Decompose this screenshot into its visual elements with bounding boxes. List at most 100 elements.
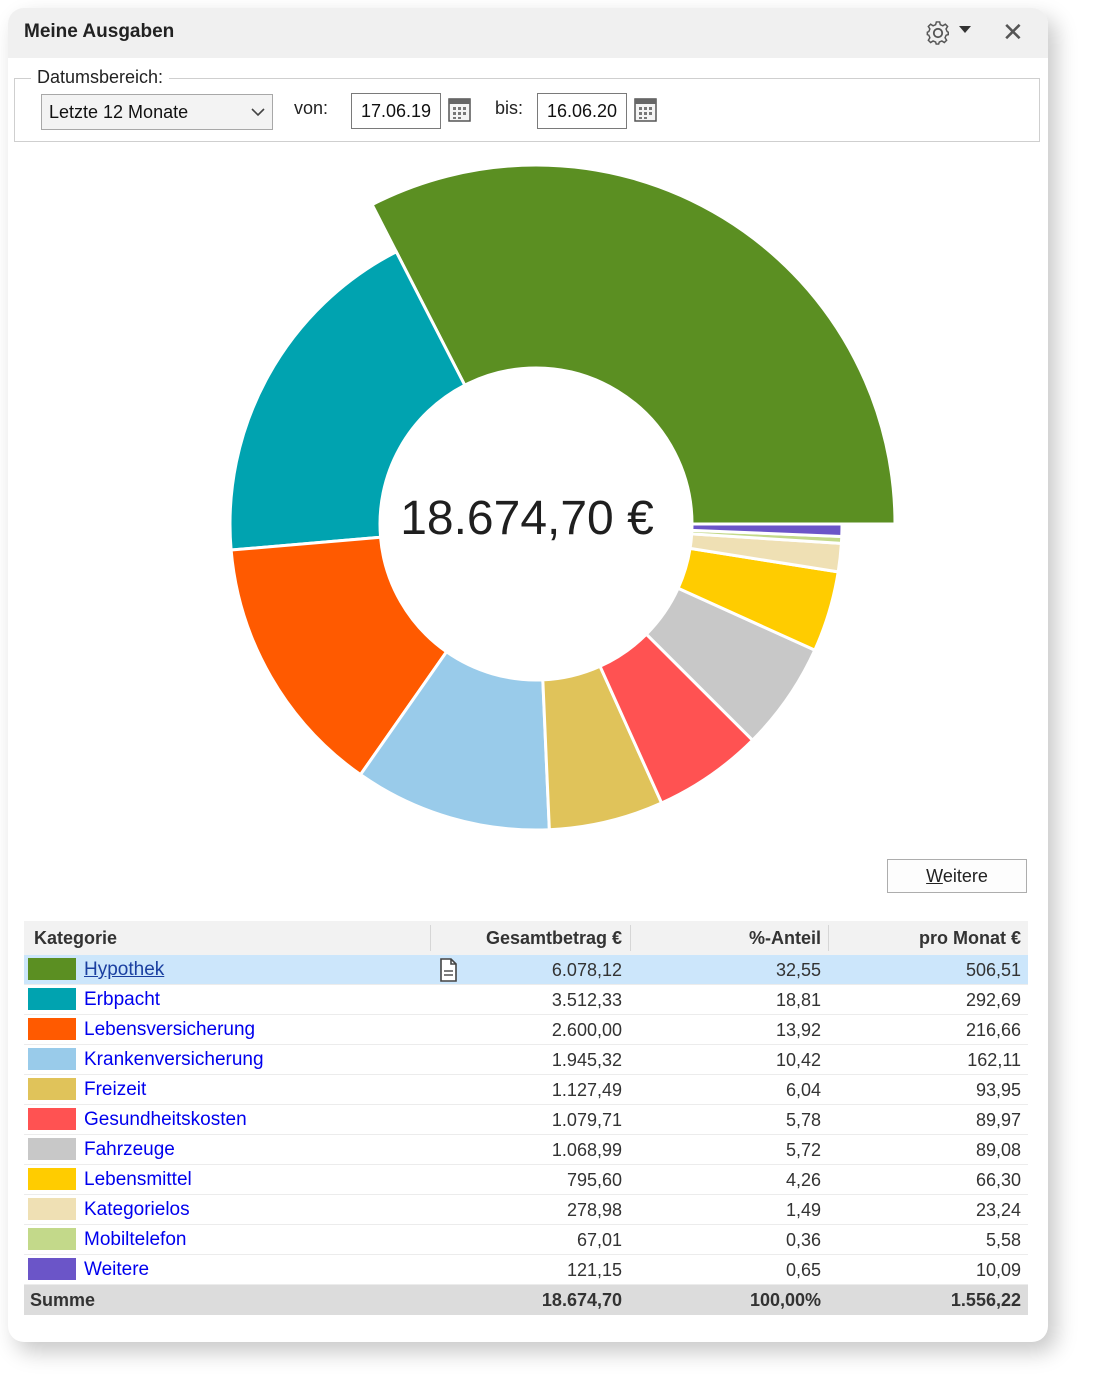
monthly-value: 93,95 — [975, 1080, 1021, 1100]
total-value: 795,60 — [566, 1170, 622, 1190]
slice-erbpacht[interactable] — [228, 249, 467, 552]
expenses-table: Kategorie Gesamtbetrag € %-Anteil pro Mo… — [24, 921, 1028, 1315]
sum-label: Summe — [30, 1290, 96, 1310]
slice-weitere[interactable] — [690, 522, 844, 539]
sum-monthly: 1.556,22 — [950, 1290, 1021, 1310]
percent-value: 13,92 — [775, 1020, 821, 1040]
color-swatch — [28, 1168, 76, 1190]
category-link[interactable]: Krankenversicherung — [84, 1049, 264, 1070]
monthly-value: 89,08 — [975, 1140, 1021, 1160]
total-value: 1.079,71 — [551, 1110, 622, 1130]
color-swatch — [28, 1138, 76, 1160]
more-button-label: eitere — [942, 866, 988, 886]
percent-value: 0,36 — [785, 1230, 821, 1250]
color-swatch — [28, 1078, 76, 1100]
total-value: 6.078,12 — [551, 960, 622, 980]
color-swatch — [28, 1018, 76, 1040]
percent-value: 18,81 — [775, 990, 821, 1010]
table-body: Hypothek 6.078,12 32,55 506,51 Erbpacht 3.512… — [24, 955, 1028, 1285]
table-row[interactable]: Lebensversicherung 2.600,00 13,92 216,66 — [24, 1015, 1028, 1045]
range-select[interactable]: Letzte 12 Monate — [41, 94, 273, 130]
monthly-value: 66,30 — [975, 1170, 1021, 1190]
table-row[interactable]: Mobiltelefon 67,01 0,36 5,58 — [24, 1225, 1028, 1255]
chevron-down-icon — [251, 108, 265, 117]
percent-value: 0,65 — [785, 1260, 821, 1280]
category-link[interactable]: Freizeit — [84, 1079, 147, 1100]
table-row[interactable]: Hypothek 6.078,12 32,55 506,51 — [24, 955, 1028, 985]
column-divider — [430, 925, 431, 951]
table-row[interactable]: Weitere 121,15 0,65 10,09 — [24, 1255, 1028, 1285]
from-date-input[interactable]: 17.06.19 — [351, 93, 441, 129]
header-category[interactable]: Kategorie — [34, 928, 118, 948]
percent-value: 32,55 — [775, 960, 821, 980]
category-link[interactable]: Hypothek — [84, 959, 165, 980]
table-row[interactable]: Erbpacht 3.512,33 18,81 292,69 — [24, 985, 1028, 1015]
date-range-group: Datumsbereich: Letzte 12 Monate von: 17.… — [14, 67, 1040, 142]
color-swatch — [28, 1198, 76, 1220]
total-value: 2.600,00 — [551, 1020, 622, 1040]
total-value: 1.127,49 — [551, 1080, 622, 1100]
category-link[interactable]: Lebensmittel — [84, 1169, 192, 1190]
to-date-input[interactable]: 16.06.20 — [537, 93, 627, 129]
table-row[interactable]: Freizeit 1.127,49 6,04 93,95 — [24, 1075, 1028, 1105]
table-row[interactable]: Kategorielos 278,98 1,49 23,24 — [24, 1195, 1028, 1225]
category-link[interactable]: Mobiltelefon — [84, 1229, 187, 1250]
percent-value: 6,04 — [785, 1080, 821, 1100]
table-row[interactable]: Krankenversicherung 1.945,32 10,42 162,11 — [24, 1045, 1028, 1075]
from-label: von: — [294, 98, 329, 118]
calendar-icon[interactable] — [633, 96, 659, 124]
monthly-value: 216,66 — [965, 1020, 1021, 1040]
monthly-value: 89,97 — [975, 1110, 1021, 1130]
percent-value: 5,78 — [785, 1110, 821, 1130]
monthly-value: 292,69 — [965, 990, 1021, 1010]
monthly-value: 10,09 — [975, 1260, 1021, 1280]
calendar-icon[interactable] — [447, 96, 473, 124]
header-percent[interactable]: %-Anteil — [749, 928, 821, 948]
expenses-window: Meine Ausgaben ✕ Datumsbereich: Letzte 1… — [8, 8, 1048, 1342]
donut-center-total: 18.674,70 € — [400, 492, 654, 545]
category-link[interactable]: Weitere — [84, 1259, 150, 1280]
table-row[interactable]: Lebensmittel 795,60 4,26 66,30 — [24, 1165, 1028, 1195]
table-row[interactable]: Gesundheitskosten 1.079,71 5,78 89,97 — [24, 1105, 1028, 1135]
percent-value: 5,72 — [785, 1140, 821, 1160]
color-swatch — [28, 1228, 76, 1250]
document-icon[interactable] — [437, 957, 459, 983]
total-value: 3.512,33 — [551, 990, 622, 1010]
header-total[interactable]: Gesamtbetrag € — [485, 928, 622, 948]
percent-value: 4,26 — [785, 1170, 821, 1190]
color-swatch — [28, 1108, 76, 1130]
to-label: bis: — [495, 98, 524, 118]
to-date-value: 16.06.20 — [547, 101, 618, 121]
category-link[interactable]: Lebensversicherung — [84, 1019, 256, 1040]
percent-value: 10,42 — [775, 1050, 821, 1070]
more-button-mnemonic: W — [926, 866, 943, 886]
percent-value: 1,49 — [785, 1200, 821, 1220]
monthly-value: 5,58 — [985, 1230, 1021, 1250]
table-row[interactable]: Fahrzeuge 1.068,99 5,72 89,08 — [24, 1135, 1028, 1165]
total-value: 67,01 — [576, 1230, 622, 1250]
chevron-down-icon[interactable] — [959, 26, 971, 33]
date-range-label: Datumsbereich: — [31, 67, 170, 88]
more-button[interactable]: Weitere — [887, 859, 1027, 893]
category-link[interactable]: Gesundheitskosten — [84, 1109, 247, 1130]
total-value: 278,98 — [566, 1200, 622, 1220]
donut-slices — [228, 163, 897, 832]
category-link[interactable]: Erbpacht — [84, 989, 161, 1010]
category-link[interactable]: Kategorielos — [84, 1199, 190, 1220]
monthly-value: 506,51 — [965, 960, 1021, 980]
close-icon[interactable]: ✕ — [1002, 17, 1024, 47]
monthly-value: 162,11 — [967, 1050, 1021, 1070]
gear-icon[interactable] — [921, 16, 957, 50]
column-divider — [828, 925, 829, 951]
color-swatch — [28, 1048, 76, 1070]
slice-hypothek[interactable] — [370, 163, 897, 526]
monthly-value: 23,24 — [975, 1200, 1021, 1220]
category-link[interactable]: Fahrzeuge — [84, 1139, 175, 1160]
total-value: 1.068,99 — [551, 1140, 622, 1160]
sum-row: Summe 18.674,70 100,00% 1.556,22 — [24, 1285, 1028, 1315]
color-swatch — [28, 1258, 76, 1280]
donut-chart: 18.674,70 € — [228, 163, 897, 832]
slice-lebensversicherung[interactable] — [229, 535, 449, 777]
header-monthly[interactable]: pro Monat € — [919, 928, 1021, 948]
total-value: 1.945,32 — [551, 1050, 622, 1070]
